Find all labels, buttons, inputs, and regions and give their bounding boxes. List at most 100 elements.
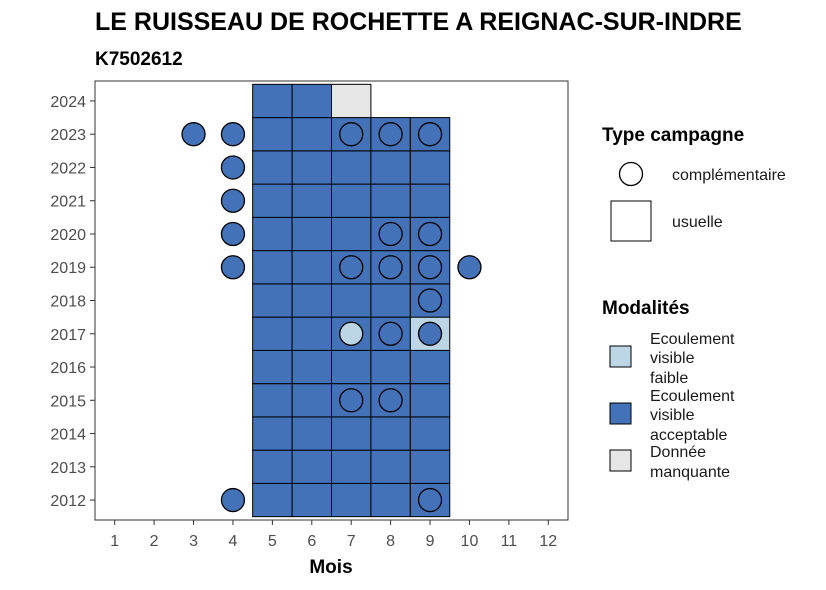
tile-2018-6 (291, 283, 333, 318)
y-tick-label: 2015 (50, 393, 86, 410)
tile-2021-8 (370, 183, 411, 218)
tile-2024-6 (291, 83, 333, 119)
y-tick-label: 2024 (50, 94, 86, 111)
tile-2013-5 (252, 449, 293, 484)
point-2019-7 (339, 255, 364, 280)
tile-2016-5 (252, 349, 293, 385)
point-2022-4 (220, 155, 246, 180)
x-tick-label: 8 (386, 533, 395, 550)
tile-2022-7 (331, 150, 372, 185)
y-axis: 2012 2013 2014 2015 2016 2017 2018 2019 2020 2021… (50, 94, 95, 510)
tile-2014-9 (409, 416, 451, 451)
tile-2018-8 (370, 283, 411, 318)
tile-2022-6 (291, 150, 333, 185)
point-2023-7 (339, 122, 364, 147)
legend-label-modalite-2-1: manquante (650, 464, 730, 481)
tile-2017-5 (252, 316, 293, 351)
tile-2013-6 (291, 449, 333, 484)
x-tick-label: 10 (461, 533, 479, 550)
legend-key-modalite-1 (609, 402, 632, 425)
chart-subtitle: K7502612 (95, 49, 183, 70)
x-tick-label: 9 (426, 533, 435, 550)
point-2012-9 (417, 487, 443, 513)
x-tick-label: 7 (347, 533, 356, 550)
y-tick-label: 2012 (50, 493, 86, 510)
legend-title-modalites: Modalités (602, 298, 690, 319)
point-2019-4 (220, 255, 246, 280)
legend-label-modalite-1-0: Ecoulement (650, 388, 735, 405)
tile-2016-9 (409, 349, 451, 385)
x-tick-label: 1 (110, 533, 119, 550)
legend-key-modalite-0 (609, 345, 632, 368)
legend-key-modalite-2 (609, 449, 632, 472)
y-tick-label: 2018 (50, 294, 86, 311)
tile-2012-7 (331, 482, 372, 518)
point-2015-8 (378, 388, 403, 413)
tile-2020-7 (331, 216, 372, 252)
y-tick-label: 2013 (50, 460, 86, 477)
tile-2024-5 (252, 83, 293, 119)
point-2015-7 (339, 388, 364, 413)
point-2023-3 (181, 122, 206, 147)
y-tick-label: 2017 (50, 327, 86, 344)
y-tick-label: 2022 (50, 160, 86, 177)
tile-2018-5 (252, 283, 293, 318)
point-2017-7 (339, 321, 364, 346)
legend-label-modalite-1-1: visible (650, 407, 695, 424)
x-tick-label: 11 (501, 533, 518, 550)
legend-label-modalite-1-2: acceptable (650, 427, 727, 444)
point-2021-4 (220, 188, 246, 213)
tile-2013-7 (331, 449, 372, 484)
y-tick-label: 2020 (50, 227, 86, 244)
tile-2016-7 (331, 349, 372, 385)
tile-2014-6 (291, 416, 333, 451)
tile-2014-8 (370, 416, 411, 451)
point-2012-4 (220, 487, 246, 513)
legend: Type campagne complémentaire usuelle Modali… (602, 125, 786, 481)
point-2023-4 (220, 122, 246, 147)
tile-2020-6 (291, 216, 333, 252)
tile-2014-5 (252, 416, 293, 451)
legend-label-modalite-0-1: visible (650, 350, 695, 367)
tile-2016-6 (291, 349, 333, 385)
y-tick-label: 2023 (50, 127, 86, 144)
point-2020-9 (417, 221, 443, 247)
tile-2019-5 (252, 250, 293, 285)
tile-2017-6 (291, 316, 333, 351)
legend-label-usuelle: usuelle (672, 214, 723, 231)
tile-2021-5 (252, 183, 293, 218)
point-2019-9 (417, 255, 443, 280)
tile-2015-5 (252, 383, 293, 418)
point-2017-9 (417, 321, 443, 346)
x-tick-label: 12 (539, 533, 557, 550)
tile-2012-6 (291, 482, 333, 518)
point-2020-4 (220, 221, 246, 247)
y-tick-label: 2014 (50, 427, 86, 444)
tile-2022-8 (370, 150, 411, 185)
point-2023-8 (378, 122, 403, 147)
legend-title-type: Type campagne (602, 125, 744, 146)
tile-2023-6 (291, 117, 333, 152)
tile-2023-5 (252, 117, 293, 152)
tile-2015-9 (409, 383, 451, 418)
legend-label-complementaire: complémentaire (672, 167, 786, 184)
tile-2013-8 (370, 449, 411, 484)
tile-2024-7 (331, 83, 372, 119)
tile-2013-9 (409, 449, 451, 484)
x-tick-label: 2 (150, 533, 159, 550)
legend-label-modalite-2-0: Donnée (650, 444, 706, 461)
point-2018-9 (417, 288, 443, 313)
tile-2016-8 (370, 349, 411, 385)
tile-2021-7 (331, 183, 372, 218)
tile-2021-6 (291, 183, 333, 218)
tile-2015-6 (291, 383, 333, 418)
y-tick-label: 2019 (50, 260, 86, 277)
tile-2019-6 (291, 250, 333, 285)
tile-2014-7 (331, 416, 372, 451)
y-tick-label: 2016 (50, 360, 86, 377)
legend-label-modalite-0-0: Ecoulement (650, 331, 735, 348)
tile-2022-5 (252, 150, 293, 185)
tile-2020-5 (252, 216, 293, 252)
y-tick-label: 2021 (50, 194, 86, 211)
